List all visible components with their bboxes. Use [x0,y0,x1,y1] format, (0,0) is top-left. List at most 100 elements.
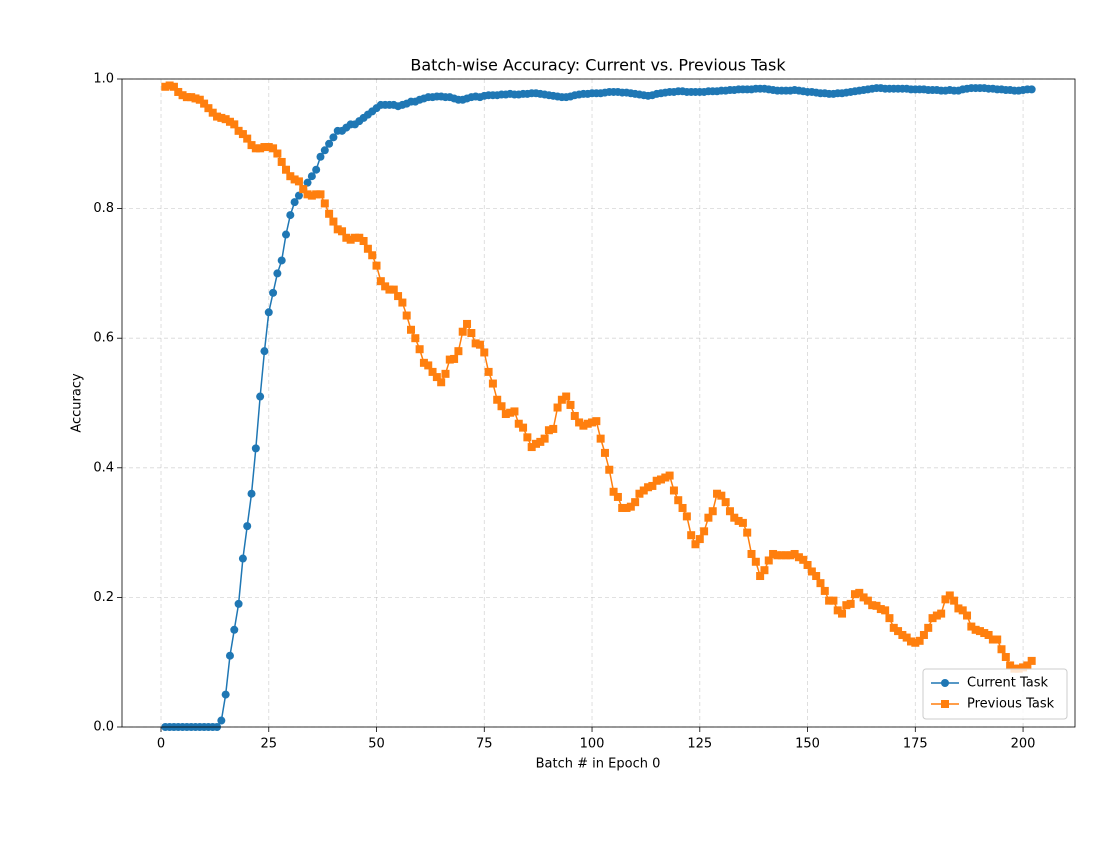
data-point [312,165,321,174]
data-point [247,141,256,150]
data-point [588,418,597,427]
x-axis-label: Batch # in Epoch 0 [536,757,661,772]
data-point [234,599,243,608]
data-point [251,444,260,453]
data-point [894,627,903,636]
data-point [238,130,247,139]
data-point [674,496,683,505]
data-point [411,334,420,343]
data-point [398,298,407,307]
data-point [993,635,1002,644]
data-point [652,476,661,485]
data-point [648,481,657,490]
data-point [635,489,644,498]
data-point [277,157,286,166]
data-point [329,133,338,142]
legend-label: Current Task [967,676,1048,691]
data-point [333,225,342,234]
data-point [1027,85,1036,94]
data-point [260,347,269,356]
data-point [441,369,450,378]
data-point [243,134,252,143]
data-point [898,630,907,639]
data-point [523,433,532,442]
data-point [575,418,584,427]
data-point [519,423,528,432]
data-point [656,475,665,484]
data-point [566,400,575,409]
data-point [988,635,997,644]
data-point [937,609,946,618]
data-point [221,115,230,124]
data-point [325,209,334,218]
data-point [286,172,295,181]
data-point [350,233,359,242]
data-point [282,230,291,239]
data-point [885,614,894,623]
data-point [911,638,920,647]
data-point [794,553,803,562]
data-point [807,567,816,576]
data-point [859,593,868,602]
data-point [363,244,372,253]
data-point [294,177,303,186]
data-point [738,518,747,527]
data-point [269,288,278,297]
data-point [510,407,519,416]
data-point [342,233,351,242]
data-point [467,329,476,338]
data-point [678,503,687,512]
data-point [368,251,377,260]
data-point [307,172,316,181]
data-point [721,498,730,507]
data-point [570,411,579,420]
data-point [609,487,618,496]
data-point [230,625,239,634]
data-point [644,483,653,492]
data-point [256,392,265,401]
plot-frame [121,78,1076,728]
data-point [700,527,709,536]
data-point [445,355,454,364]
data-point [428,367,437,376]
data-point [419,358,428,367]
data-point [622,503,631,512]
data-point [613,492,622,501]
y-tick-label: 0.4 [93,460,114,475]
legend: Current Task Previous Task [922,668,1068,720]
data-point [1001,653,1010,662]
data-point [691,540,700,549]
y-tick-label: 0.2 [93,590,114,605]
data-point [225,651,234,660]
data-point [221,690,230,699]
data-point [381,282,390,291]
data-point [187,93,196,102]
data-point [708,507,717,516]
data-point [812,572,821,581]
data-point [514,419,523,428]
data-point [389,285,398,294]
data-point [777,551,786,560]
series [161,81,1036,673]
data-point [234,126,243,135]
data-point [303,178,312,187]
data-point [618,503,627,512]
data-point [269,144,278,153]
data-point [506,408,515,417]
data-point [475,340,484,349]
data-point [204,104,213,113]
data-point [924,623,933,632]
data-point [704,513,713,522]
data-point [958,606,967,615]
data-point [238,554,247,563]
data-point [889,623,898,632]
data-point [825,596,834,605]
data-point [394,292,403,301]
data-point [316,152,325,161]
data-point [876,605,885,614]
data-point [264,143,273,152]
data-point [562,392,571,401]
y-tick-label: 0.0 [93,720,114,735]
data-point [906,637,915,646]
data-point [984,630,993,639]
